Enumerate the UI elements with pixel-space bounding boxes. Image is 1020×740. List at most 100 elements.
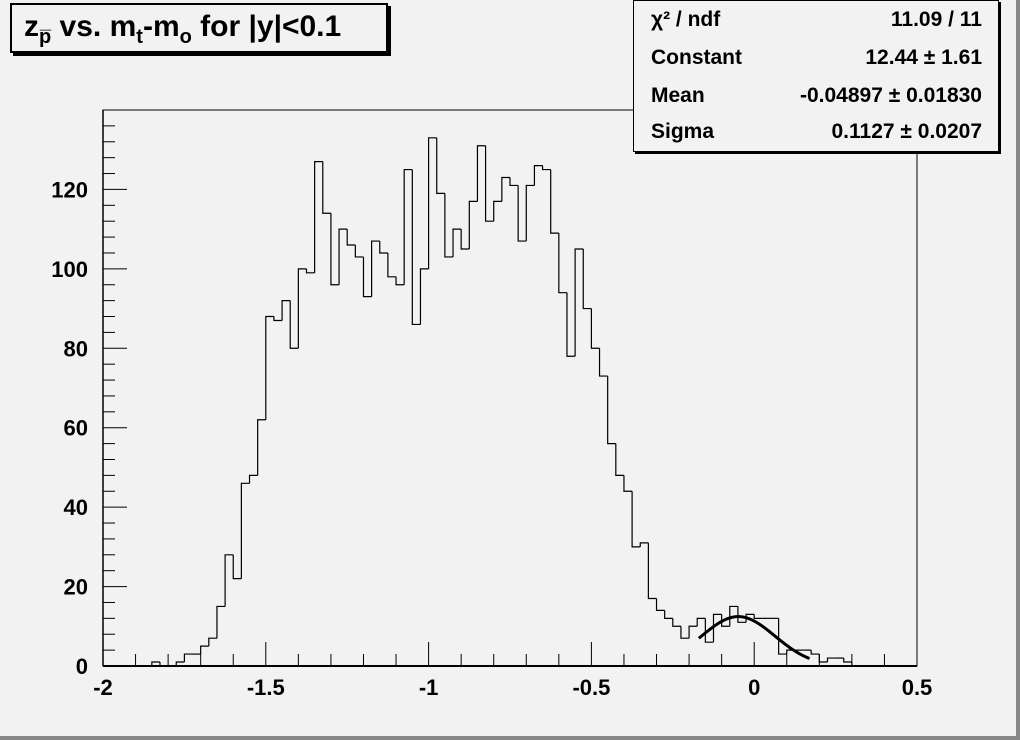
title-rapidity-cut: for |y|<0.1 <box>191 10 342 43</box>
y-tick-label: 100 <box>51 257 88 282</box>
fit-curve <box>697 615 811 660</box>
x-tick-label: -0.5 <box>572 675 610 700</box>
histogram-bin <box>240 482 250 579</box>
stats-label: χ² / ndf <box>651 8 721 31</box>
histogram-bin <box>631 491 641 548</box>
histogram-bin <box>452 228 462 257</box>
histogram-bin <box>843 658 852 663</box>
axes: -2 -1.5 -1 -0.5 0 0.5 0 20 40 60 80 100 120 <box>51 109 933 700</box>
histogram-bin <box>151 661 160 666</box>
histogram-bin <box>444 193 454 258</box>
histogram-bin <box>590 308 600 349</box>
stats-row-sigma: Sigma 0.1127 ± 0.0207 <box>651 115 982 149</box>
histogram-bin <box>289 300 299 349</box>
histogram-bin <box>362 256 372 298</box>
histogram-bin <box>371 240 380 297</box>
histogram-bin <box>379 241 388 254</box>
histogram-bin <box>346 229 356 246</box>
histogram-bin <box>541 165 551 171</box>
gaussian-fit <box>697 615 811 660</box>
histogram-bin <box>745 613 755 623</box>
histogram-bin <box>484 145 494 222</box>
histogram-bin <box>436 137 445 194</box>
histogram-bin <box>265 315 274 420</box>
histogram-bin <box>558 233 567 294</box>
title-sub-o: o <box>179 26 192 48</box>
title-z: z <box>24 10 39 43</box>
histogram-bin <box>623 475 633 492</box>
histogram-bin <box>655 598 665 611</box>
stats-label: Sigma <box>651 120 715 143</box>
title-minus-m: -m <box>142 10 180 43</box>
x-tick-label: 0.5 <box>902 675 933 700</box>
title-sub-p: p̅ <box>39 26 52 48</box>
histogram-bin <box>330 213 340 286</box>
chart-title: zp̅ vs. mt-mo for |y|<0.1 <box>10 3 388 53</box>
histogram-bin <box>428 137 437 269</box>
x-tick-label: -2 <box>93 675 113 700</box>
histogram-bin <box>680 626 690 639</box>
y-tick-label: 60 <box>64 416 88 441</box>
stats-row-mean: Mean -0.04897 ± 0.01830 <box>651 79 982 113</box>
fit-stats-box: χ² / ndf 11.09 / 11 Constant 12.44 ± 1.61 … <box>633 0 999 152</box>
histogram-bin <box>183 653 193 663</box>
histogram-bin <box>322 161 331 214</box>
histogram-bin <box>574 248 584 357</box>
histogram-bin <box>468 200 478 249</box>
histogram-bin <box>338 228 348 285</box>
histogram-bin <box>696 617 706 627</box>
histogram-bin <box>395 276 405 286</box>
histogram-bin <box>721 614 730 627</box>
histogram-bin <box>354 245 364 258</box>
histogram-bin <box>664 610 673 619</box>
x-tick-label: -1.5 <box>247 675 285 700</box>
stats-value: 11.09 / 11 <box>890 8 982 31</box>
histogram-bin <box>810 650 820 655</box>
canvas-border-right <box>1016 0 1020 740</box>
stats-value: 0.1127 ± 0.0207 <box>831 120 983 143</box>
histogram-bin <box>305 268 315 274</box>
histogram-bin <box>297 268 307 349</box>
stats-value: 12.44 ± 1.61 <box>865 46 982 69</box>
histogram-bin <box>566 292 576 357</box>
canvas-border-bottom <box>0 736 1020 740</box>
histogram-bin <box>460 229 470 250</box>
histogram-bin <box>493 200 502 222</box>
histogram-bin <box>175 661 185 666</box>
histogram-bin <box>411 169 421 326</box>
histogram-bin <box>712 613 722 643</box>
stats-label: Constant <box>651 46 742 69</box>
histogram-bin <box>509 177 519 187</box>
title-sub-t: t <box>136 26 143 48</box>
histogram-bin <box>257 419 266 476</box>
histogram-bin <box>582 249 592 310</box>
histogram-bin <box>476 145 486 202</box>
histogram-bin <box>639 542 649 547</box>
histogram-bin <box>419 268 429 325</box>
histogram-bin <box>533 165 543 186</box>
stats-label: Mean <box>651 84 705 107</box>
y-tick-label: 40 <box>64 495 88 520</box>
histogram-bins <box>103 137 917 667</box>
histogram-bin <box>753 614 763 619</box>
histogram-bin <box>704 618 714 643</box>
histogram-bin <box>501 176 510 202</box>
histogram-bin <box>688 625 698 639</box>
y-tick-label: 80 <box>64 336 88 361</box>
histogram-bin <box>517 185 527 242</box>
stats-row-constant: Constant 12.44 ± 1.61 <box>651 41 982 75</box>
histogram-bin <box>248 474 258 484</box>
x-tick-label: 0 <box>748 675 760 700</box>
histogram-bin <box>737 606 747 623</box>
histogram-bin <box>525 184 535 242</box>
histogram-bin <box>729 605 738 627</box>
histogram-bin <box>281 300 291 321</box>
histogram-bin <box>615 443 624 476</box>
y-tick-label: 20 <box>64 575 88 600</box>
histogram-bin <box>607 376 616 445</box>
histogram-bin <box>647 542 657 600</box>
histogram-bin <box>224 554 234 607</box>
y-tick-label: 120 <box>51 177 88 202</box>
histogram-bin <box>778 618 787 655</box>
